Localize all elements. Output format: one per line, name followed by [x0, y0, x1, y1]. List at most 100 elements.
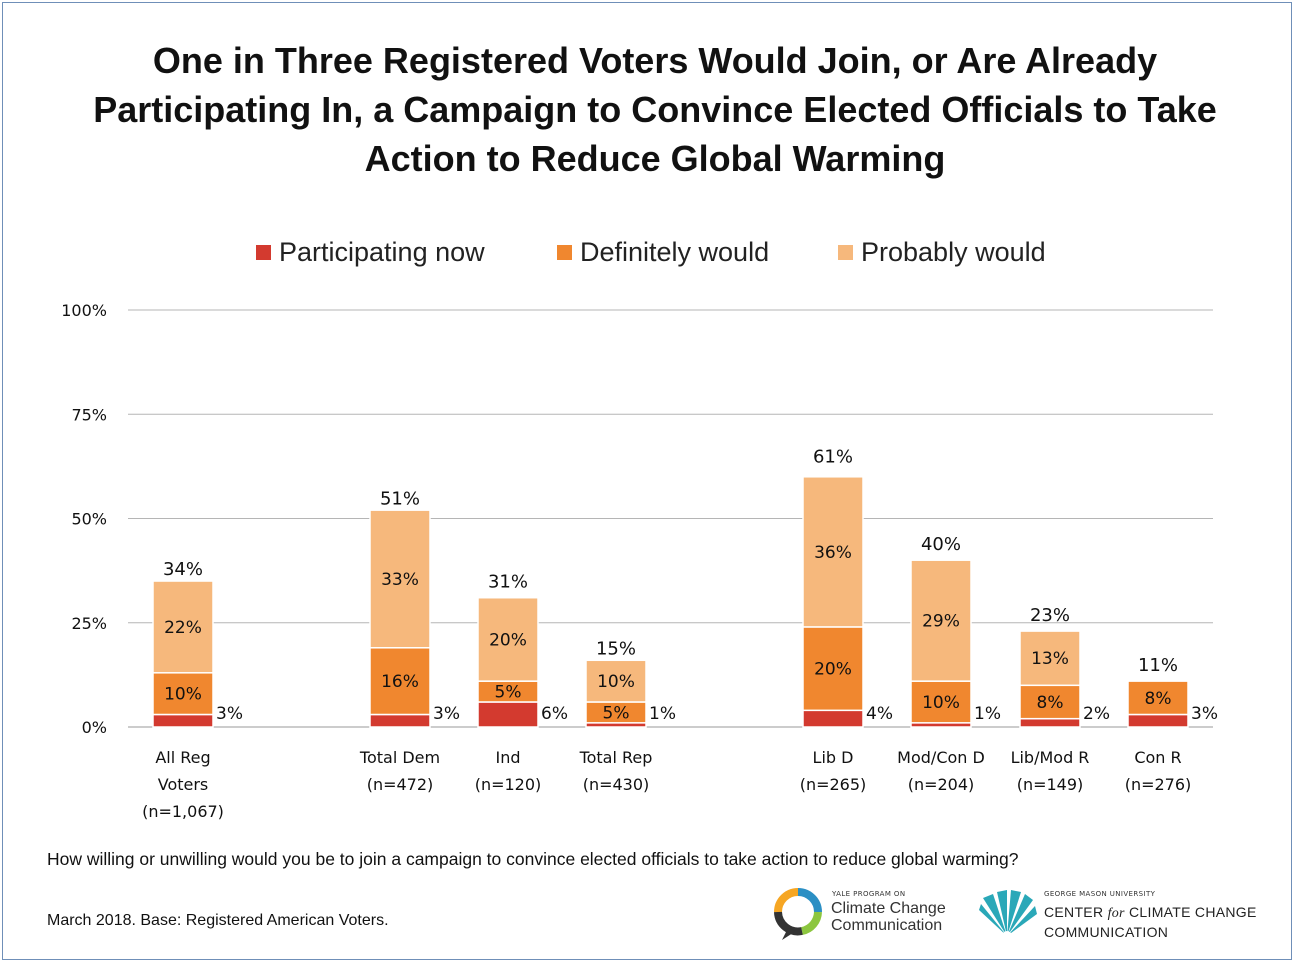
- legend-item-participating-now: Participating now: [256, 232, 485, 272]
- legend-label-definitely-would: Definitely would: [580, 236, 770, 267]
- data-label-participating-now-0: 3%: [216, 704, 243, 724]
- gmu-center-climate-change-communication-logo: GEORGE MASON UNIVERSITY CENTER for CLIMA…: [975, 884, 1275, 944]
- data-label-participating-now-3: 1%: [649, 704, 676, 724]
- data-label-participating-now-5: 1%: [974, 704, 1001, 724]
- gmu-name-part1: CENTER: [1044, 904, 1108, 920]
- gmu-radiating-fan-icon: [979, 890, 1037, 941]
- x-tick-label-6-0: Lib/Mod R: [1011, 748, 1090, 767]
- x-tick-label-4-0: Lib D: [813, 748, 854, 767]
- bar-participating-now-2: [477, 701, 539, 728]
- bar-definitely-would-0: [152, 672, 214, 716]
- bar-definitely-would-4: [802, 626, 864, 712]
- data-label-probably-would-6: 13%: [1031, 649, 1069, 669]
- bar-participating-now-6: [1019, 717, 1081, 728]
- bar-probably-would-0: [152, 580, 214, 674]
- total-label-3: 15%: [596, 638, 636, 659]
- data-label-participating-now-7: 3%: [1191, 704, 1218, 724]
- data-label-participating-now-4: 4%: [866, 704, 893, 724]
- yale-speech-bubble-icon: [774, 888, 822, 940]
- data-label-definitely-would-0: 10%: [164, 685, 202, 705]
- x-tick-label-0-1: Voters: [158, 775, 209, 794]
- x-tick-label-0-2: (n=1,067): [142, 802, 224, 821]
- x-tick-label-6-1: (n=149): [1017, 775, 1084, 794]
- data-label-definitely-would-3: 5%: [603, 703, 630, 723]
- legend-swatch-participating-now: [256, 244, 271, 260]
- legend-swatch-probably-would: [838, 244, 853, 260]
- gmu-name-for: for: [1107, 906, 1125, 921]
- bar-definitely-would-7: [1127, 680, 1189, 716]
- legend-item-probably-would: Probably would: [838, 232, 1046, 272]
- total-label-5: 40%: [921, 534, 961, 555]
- bar-probably-would-2: [477, 596, 539, 682]
- data-label-probably-would-5: 29%: [922, 612, 960, 632]
- data-label-probably-would-3: 10%: [597, 672, 635, 692]
- data-label-probably-would-2: 20%: [489, 630, 527, 650]
- legend-label-participating-now: Participating now: [279, 236, 485, 267]
- y-tick-label-0: 0%: [82, 718, 107, 737]
- bar-probably-would-1: [369, 509, 431, 649]
- yale-program-name: Climate Change Communication: [831, 900, 946, 934]
- bar-participating-now-7: [1127, 713, 1189, 728]
- total-label-2: 31%: [488, 572, 528, 593]
- bar-probably-would-4: [802, 476, 864, 628]
- total-label-7: 11%: [1138, 655, 1178, 676]
- data-label-participating-now-6: 2%: [1083, 704, 1110, 724]
- x-tick-label-1-1: (n=472): [367, 775, 434, 794]
- x-tick-label-1-0: Total Dem: [359, 748, 440, 767]
- legend-item-definitely-would: Definitely would: [557, 232, 769, 272]
- bar-participating-now-0: [152, 713, 214, 728]
- x-tick-label-3-0: Total Rep: [579, 748, 653, 767]
- gmu-center-name-line2: COMMUNICATION: [1044, 924, 1169, 940]
- gmu-university-label: GEORGE MASON UNIVERSITY: [1044, 890, 1156, 898]
- bar-participating-now-1: [369, 713, 431, 728]
- x-tick-label-7-0: Con R: [1134, 748, 1181, 767]
- data-label-participating-now-2: 6%: [541, 704, 568, 724]
- yale-program-label: YALE PROGRAM ON: [832, 890, 906, 898]
- data-label-definitely-would-2: 5%: [495, 683, 522, 703]
- x-tick-label-2-0: Ind: [495, 748, 520, 767]
- x-tick-label-0-0: All Reg: [155, 748, 210, 767]
- legend: Participating now Definitely would Proba…: [0, 232, 1296, 272]
- gmu-center-name: CENTER for CLIMATE CHANGE COMMUNICATION: [1044, 903, 1257, 941]
- bar-probably-would-5: [910, 559, 972, 682]
- total-label-4: 61%: [813, 447, 853, 468]
- data-label-participating-now-1: 3%: [433, 704, 460, 724]
- gmu-name-part2: CLIMATE CHANGE: [1124, 904, 1257, 920]
- bar-participating-now-4: [802, 709, 864, 728]
- data-label-definitely-would-1: 16%: [381, 672, 419, 692]
- data-label-definitely-would-7: 8%: [1145, 689, 1172, 709]
- legend-label-probably-would: Probably would: [861, 236, 1046, 267]
- total-label-6: 23%: [1030, 605, 1070, 626]
- data-label-probably-would-0: 22%: [164, 618, 202, 638]
- legend-swatch-definitely-would: [557, 244, 572, 260]
- y-tick-label-75: 75%: [71, 405, 107, 424]
- yale-program-name-line2: Communication: [831, 917, 943, 934]
- data-label-definitely-would-6: 8%: [1037, 693, 1064, 713]
- bar-definitely-would-6: [1019, 684, 1081, 720]
- chart-title: One in Three Registered Voters Would Joi…: [93, 40, 1217, 179]
- x-tick-label-5-0: Mod/Con D: [897, 748, 985, 767]
- bar-probably-would-6: [1019, 630, 1081, 687]
- total-label-1: 51%: [380, 488, 420, 509]
- stacked-bar-chart: 0% 25% 50% 75% 100% 10% 22% 3% 34% All Reg Voters (…: [61, 301, 1218, 821]
- yale-program-name-line1: Climate Change: [831, 900, 946, 917]
- source-note: March 2018. Base: Registered American Vo…: [47, 912, 389, 929]
- total-label-0: 34%: [163, 559, 203, 580]
- y-tick-label-100: 100%: [61, 301, 107, 320]
- y-tick-label-50: 50%: [71, 510, 107, 529]
- yale-climate-change-communication-logo: YALE PROGRAM ON Climate Change Communica…: [768, 884, 968, 944]
- y-tick-label-25: 25%: [71, 614, 107, 633]
- x-tick-label-7-1: (n=276): [1125, 775, 1192, 794]
- x-tick-label-5-1: (n=204): [908, 775, 975, 794]
- gmu-center-name-line1: CENTER for CLIMATE CHANGE: [1044, 903, 1257, 923]
- bar-probably-would-3: [585, 659, 647, 703]
- x-tick-label-4-1: (n=265): [800, 775, 867, 794]
- data-label-definitely-would-4: 20%: [814, 660, 852, 680]
- x-tick-label-3-1: (n=430): [583, 775, 650, 794]
- data-label-probably-would-1: 33%: [381, 570, 419, 590]
- x-tick-label-2-1: (n=120): [475, 775, 542, 794]
- survey-question: How willing or unwilling would you be to…: [47, 849, 1019, 869]
- data-label-probably-would-4: 36%: [814, 543, 852, 563]
- bar-definitely-would-1: [369, 647, 431, 716]
